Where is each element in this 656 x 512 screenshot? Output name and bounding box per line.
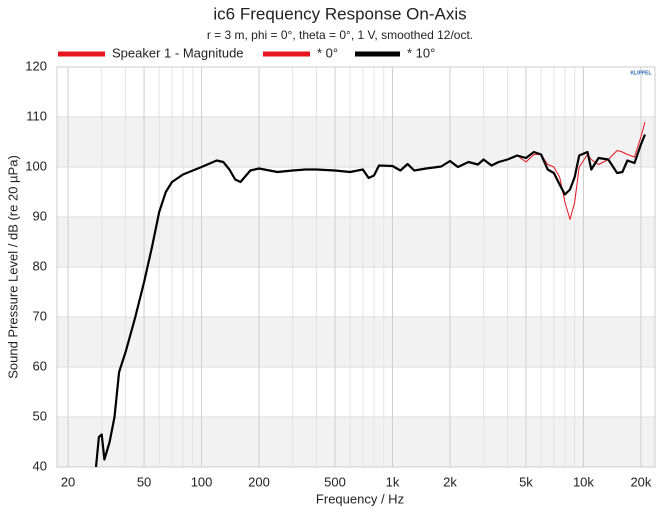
y-tick-label: 120: [25, 58, 47, 73]
x-tick-label: 1k: [386, 474, 400, 489]
band: [57, 317, 655, 367]
x-tick-label: 20: [61, 474, 75, 489]
y-tick-label: 90: [33, 208, 47, 223]
plot-border: [56, 66, 656, 468]
x-axis-label: Frequency / Hz: [316, 491, 404, 506]
legend-label: * 10°: [407, 45, 435, 60]
logo: KLIPPEL: [630, 70, 651, 76]
x-tick-label: 50: [137, 474, 151, 489]
x-tick-label: 20k: [630, 474, 651, 489]
x-tick-label: 10k: [573, 474, 594, 489]
x-tick-label: 500: [324, 474, 346, 489]
chart-subtitle: r = 3 m, phi = 0°, theta = 0°, 1 V, smoo…: [207, 28, 473, 42]
band: [57, 417, 655, 467]
series-line: [94, 134, 647, 467]
legend-label: * 0°: [317, 45, 338, 60]
chart-title: ic6 Frequency Response On-Axis: [213, 4, 466, 23]
y-tick-label: 50: [33, 408, 47, 423]
y-tick-label: 80: [33, 258, 47, 273]
band: [57, 117, 655, 167]
y-tick-label: 40: [33, 458, 47, 473]
y-axis-label: Sound Pressure Level / dB (re 20 µPa): [5, 155, 20, 379]
y-tick-label: 110: [26, 108, 47, 123]
legend-header: Speaker 1 - Magnitude: [112, 45, 244, 60]
x-tick-label: 200: [248, 474, 270, 489]
x-tick-label: 2k: [443, 474, 457, 489]
y-tick-label: 100: [25, 158, 47, 173]
y-tick-label: 60: [33, 358, 47, 373]
x-tick-label: 100: [191, 474, 213, 489]
x-tick-label: 5k: [519, 474, 533, 489]
series-line: [95, 121, 646, 467]
y-tick-label: 70: [33, 308, 47, 323]
